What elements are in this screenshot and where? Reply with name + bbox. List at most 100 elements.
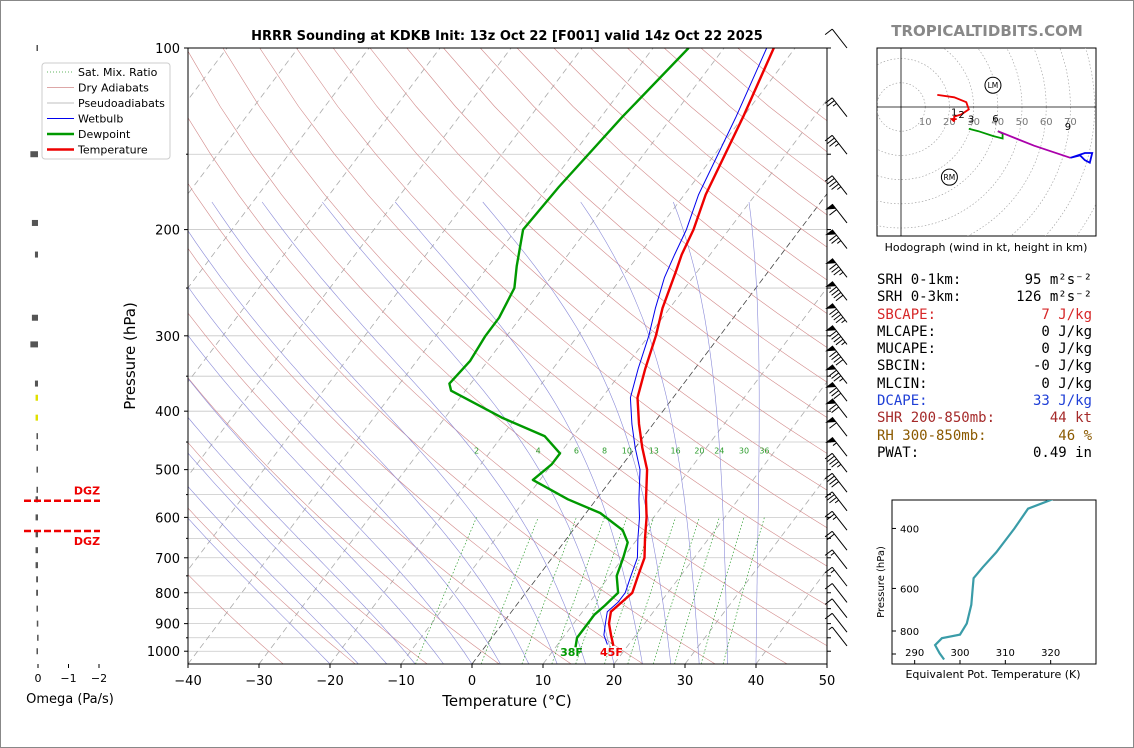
wind-barb-pennant — [825, 417, 836, 423]
pseudoadiabat-line — [188, 486, 359, 664]
wind-barb-flag — [831, 183, 839, 190]
wind-barb-shaft — [831, 583, 848, 603]
wind-barb-pennant — [825, 258, 836, 264]
hodograph-ring-label: 40 — [991, 117, 1004, 128]
omega-axis-label: Omega (Pa/s) — [26, 692, 114, 707]
wind-barb-flag — [829, 234, 837, 242]
wind-barb-pennant — [825, 364, 836, 371]
isotherm-line — [0, 48, 14, 664]
wind-barb-pennant — [825, 281, 836, 287]
stat-label: PWAT: — [877, 444, 920, 461]
pseudoadiabat-line — [394, 201, 643, 664]
mixing-ratio-label: 6 — [574, 446, 579, 455]
stat-row: SRH 0-1km: 95 m²s⁻² — [877, 272, 1092, 289]
pseudoadiabat-line — [482, 201, 672, 664]
y-axis-label: Pressure (hPa) — [121, 302, 139, 410]
pseudoadiabat-line — [580, 201, 700, 664]
wind-barb-flag — [829, 350, 837, 358]
hodograph-ring-label: 20 — [943, 117, 956, 128]
wind-barb-pennant — [825, 398, 836, 405]
wind-barb-flag — [833, 336, 842, 343]
x-tick-label: −20 — [316, 674, 343, 689]
hodograph-height-label: 9 — [1065, 122, 1071, 133]
pseudoadiabat-line — [188, 377, 444, 664]
wind-barb-flag — [826, 455, 835, 463]
wetbulb-profile-line — [603, 48, 768, 645]
wind-barb — [825, 436, 848, 457]
wind-barb-flag — [833, 392, 842, 400]
isotherm-line — [188, 48, 583, 571]
x-tick-label: −40 — [174, 674, 201, 689]
theta-e-frame — [891, 499, 1097, 665]
wind-barb-flag — [826, 100, 835, 107]
wind-barb — [824, 510, 848, 531]
stat-value: 44 kt — [1049, 410, 1092, 427]
hodograph-height-label: 3 — [968, 115, 974, 126]
wind-barb — [828, 626, 848, 647]
wind-barb-half-flag — [830, 569, 835, 574]
wind-barb-flag — [833, 375, 842, 382]
mixing-ratio-line — [722, 517, 765, 664]
wind-barb-half-flag — [836, 240, 842, 244]
stat-value: 126 m²s⁻² — [1016, 289, 1092, 306]
x-tick-label: 0 — [468, 674, 476, 689]
hodograph-height-label: 6 — [992, 114, 998, 125]
hodograph-ring-label: 50 — [1016, 117, 1029, 128]
theta-e-x-tick-label: 310 — [996, 648, 1015, 659]
theta-e-y-tick-label: 600 — [900, 584, 919, 595]
dry-adiabat-line — [188, 117, 788, 664]
wind-barb-flag — [829, 496, 837, 504]
isotherm-line — [258, 48, 725, 664]
wind-barb-flag — [824, 175, 833, 182]
wind-barb-flag — [826, 533, 835, 540]
wind-barb-flag — [835, 338, 844, 346]
wind-barb-half-flag — [832, 442, 837, 446]
stat-label: SHR 200-850mb: — [877, 410, 996, 427]
isotherm-line — [188, 48, 299, 195]
x-axis-label: Temperature (°C) — [441, 692, 571, 710]
wind-barb — [825, 258, 848, 278]
hodograph-trace — [949, 118, 957, 123]
wind-barb-half-flag — [841, 319, 846, 324]
theta-e-y-tick-label: 800 — [900, 627, 919, 638]
wind-barb-flag — [829, 330, 837, 337]
wind-barb — [825, 364, 848, 384]
stat-label: SBCIN: — [877, 358, 928, 375]
temperature-profile-line — [607, 48, 775, 647]
wind-barb-flag — [831, 406, 839, 413]
stat-row: SBCAPE: 7 J/kg — [877, 307, 1092, 324]
wind-barb — [825, 325, 848, 346]
omega-bar — [36, 648, 38, 655]
omega-bar — [31, 219, 38, 226]
legend-label: Pseudoadiabats — [78, 97, 165, 110]
hodograph-ring-label: 60 — [1040, 117, 1053, 128]
x-tick-label: 50 — [819, 674, 836, 689]
wind-barb-half-flag — [836, 463, 842, 468]
wind-barb-flag — [831, 353, 839, 361]
omega-tick-label: −1 — [60, 672, 76, 685]
mixing-ratio-line — [674, 517, 720, 664]
skewt-profiles: 45F 38F — [448, 48, 775, 659]
mixing-ratio-label: 36 — [759, 446, 769, 455]
hodograph-trace — [937, 94, 970, 122]
omega-bar — [35, 496, 38, 503]
dry-adiabat-line — [188, 312, 572, 664]
stat-row: MLCIN: 0 J/kg — [877, 376, 1092, 393]
wind-barb-flag — [829, 387, 837, 394]
isotherm-line — [188, 48, 654, 664]
wind-barb-pennant — [825, 229, 836, 236]
stat-value: 0.49 in — [1032, 444, 1092, 461]
wind-barb-flag — [829, 286, 837, 293]
wind-barb-flag — [831, 311, 839, 318]
wind-barb-flag — [831, 333, 839, 340]
wind-barb-flag — [829, 140, 837, 147]
wind-barb-flag — [833, 269, 842, 276]
stat-value: -0 J/kg — [1032, 358, 1092, 375]
dewpoint-profile-line — [448, 48, 690, 648]
x-tick-label: −30 — [245, 674, 272, 689]
wind-barb — [824, 583, 848, 603]
omega-bar — [36, 589, 38, 596]
wind-barb — [825, 303, 848, 324]
wind-barb-flag — [835, 294, 844, 302]
